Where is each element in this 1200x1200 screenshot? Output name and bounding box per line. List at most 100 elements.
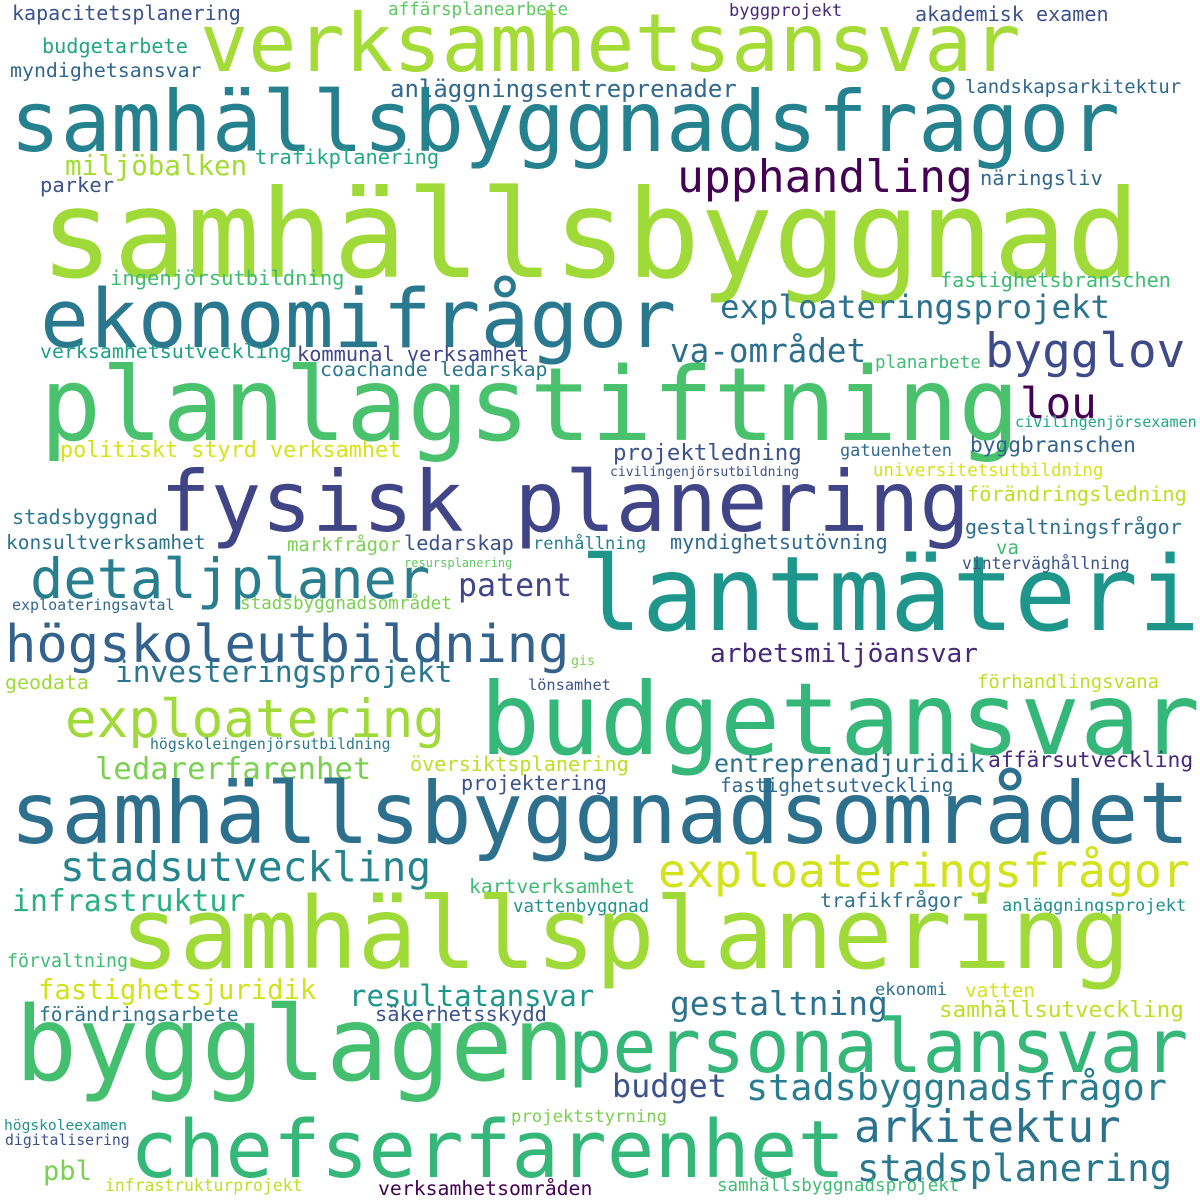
word-detaljplaner: detaljplaner [30, 548, 431, 612]
word-ekonomifragor: ekonomifrågor [40, 273, 677, 367]
word-forandringsledning: förändringsledning [967, 482, 1187, 506]
word-landskapsarkitektur: landskapsarkitektur [965, 76, 1182, 98]
word-digitalisering: digitalisering [5, 1132, 130, 1149]
word-markfragor: markfrågor [287, 534, 401, 556]
word-fastighetsbranschen: fastighetsbranschen [940, 268, 1171, 292]
word-gestaltningsfragor: gestaltningsfrågor [965, 515, 1182, 539]
word-universitetsutbildning: universitetsutbildning [873, 461, 1104, 481]
word-lantmateri: lantmäteri [580, 535, 1200, 655]
word-miljobalken: miljöbalken [65, 150, 248, 182]
word-chefserfarenhet: chefserfarenhet [130, 1103, 846, 1196]
word-stadsbyggnad: stadsbyggnad [12, 505, 158, 529]
word-exploateringsavtal: exploateringsavtal [12, 596, 175, 614]
word-fastighetsutveckling: fastighetsutveckling [720, 774, 954, 797]
word-samhallsbyggnadsfragor: samhällsbyggnadsfrågor [10, 73, 1120, 171]
word-entreprenadjuridik: entreprenadjuridik [714, 749, 985, 778]
word-resultatansvar: resultatansvar [349, 979, 595, 1013]
word-exploatering: exploatering [65, 689, 445, 750]
word-stadsutveckling: stadsutveckling [60, 843, 432, 891]
word-verksamhetsutveckling: verksamhetsutveckling [40, 340, 292, 363]
word-arkitektur: arkitektur [854, 1102, 1121, 1153]
word-coachande-ledarskap: coachande ledarskap [320, 358, 548, 381]
word-personalansvar: personalansvar [568, 1005, 1189, 1090]
word-naringsliv: näringsliv [980, 166, 1103, 190]
word-gestaltning: gestaltning [670, 984, 888, 1023]
word-vattenbyggnad: vattenbyggnad [513, 897, 650, 917]
word-akademisk-examen: akademisk examen [915, 2, 1109, 26]
word-samhallsbyggnadsprojekt: samhällsbyggnadsprojekt [717, 1176, 960, 1196]
word-samhallsutveckling: samhällsutveckling [939, 997, 1184, 1023]
word-oversiktsplanering: översiktsplanering [410, 752, 629, 776]
word-hogskoleutbildning: högskoleutbildning [5, 615, 570, 675]
word-anlaggningsentreprenader: anläggningsentreprenader [390, 75, 737, 103]
word-parker: parker [40, 173, 115, 197]
word-stadsbyggnadsfragor: stadsbyggnadsfrågor [746, 1066, 1167, 1109]
word-projektstyrning: projektstyrning [511, 1107, 668, 1127]
word-kapacitetsplanering: kapacitetsplanering [12, 1, 241, 25]
word-samhallsplanering: samhällsplanering [120, 877, 1131, 992]
word-anlaggningsprojekt: anläggningsprojekt [1002, 896, 1187, 916]
word-myndighetsutovning: myndighetsutövning [670, 530, 888, 554]
word-verksamhetsomraden: verksamhetsområden [378, 1177, 593, 1200]
word-geodata: geodata [5, 671, 89, 694]
word-infrastruktur: infrastruktur [12, 884, 246, 919]
word-civilingenjorsutbildning: civilingenjörsutbildning [610, 465, 800, 480]
word-samhallsbyggnad: samhällsbyggnad [40, 164, 1140, 306]
word-upphandling: upphandling [677, 151, 973, 203]
word-investeringsprojekt: investeringsprojekt [115, 655, 453, 689]
word-stadsplanering: stadsplanering [857, 1146, 1173, 1190]
word-planarbete: planarbete [875, 353, 981, 373]
word-budgetansvar: budgetansvar [480, 661, 1200, 778]
word-myndighetsansvar: myndighetsansvar [10, 59, 202, 82]
word-planlagstiftning: planlagstiftning [40, 346, 1020, 464]
word-budgetarbete: budgetarbete [42, 34, 188, 58]
word-verksamhetsansvar: verksamhetsansvar [200, 0, 1021, 90]
word-budget: budget [612, 1068, 727, 1105]
word-ledarskap: ledarskap [404, 531, 514, 555]
word-stadsbyggnadsomradet: stadsbyggnadsområdet [240, 594, 452, 614]
word-resursplanering: resursplanering [404, 556, 513, 570]
word-bygglov: bygglov [985, 324, 1186, 379]
word-forvaltning: förvaltning [7, 951, 129, 972]
word-va: va [996, 536, 1019, 559]
word-vintervaghallning: vinterväghållning [962, 554, 1130, 573]
word-infrastrukturprojekt: infrastrukturprojekt [105, 1176, 303, 1195]
word-ekonomi: ekonomi [875, 980, 948, 1000]
word-gis: gis [571, 654, 596, 669]
word-civilingenjorsexamen: civilingenjörsexamen [1015, 413, 1197, 431]
word-ingenjorsutbildning: ingenjörsutbildning [110, 266, 345, 290]
word-lonsamhet: lönsamhet [528, 676, 611, 694]
word-kommunal-verksamhet: kommunal verksamhet [297, 342, 529, 366]
word-pbl: pbl [43, 1156, 92, 1187]
word-trafikplanering: trafikplanering [255, 145, 440, 169]
word-konsultverksamhet: konsultverksamhet [6, 531, 206, 554]
word-lou: lou [1020, 380, 1097, 429]
word-va-omradet: va-området [670, 332, 867, 370]
word-affarsutveckling: affärsutveckling [988, 748, 1194, 773]
word-bygglagen: bygglagen [15, 985, 575, 1105]
word-samhallsbyggnadsomradet: samhällsbyggnadsområdet [10, 765, 1190, 864]
word-kartverksamhet: kartverksamhet [469, 875, 635, 898]
word-fastighetsjuridik: fastighetsjuridik [38, 975, 317, 1006]
word-trafikfragor: trafikfrågor [820, 889, 963, 912]
word-fysisk-planering: fysisk planering [160, 453, 971, 551]
word-hogskoleexamen: högskoleexamen [4, 1117, 128, 1134]
word-projektledning: projektledning [613, 440, 802, 466]
word-patent: patent [458, 568, 573, 604]
word-forandringsarbete: förändringsarbete [39, 1003, 239, 1026]
word-gatuenheten: gatuenheten [840, 440, 952, 460]
word-byggbranschen: byggbranschen [970, 432, 1136, 457]
word-ledarerfarenhet: ledarerfarenhet [95, 752, 372, 787]
word-politiskt-styrd-verksamhet: politiskt styrd verksamhet [60, 438, 402, 463]
word-exploateringsfragor: exploateringsfrågor [658, 844, 1190, 898]
word-arbetsmiljoansvar: arbetsmiljöansvar [710, 639, 979, 669]
word-byggprojekt: byggprojekt [729, 1, 843, 21]
word-forhandlingsvana: förhandlingsvana [977, 671, 1159, 693]
word-hogskoleingenjorsutbildning: högskoleingenjörsutbildning [150, 736, 391, 753]
word-affarsplanearbete: affärsplanearbete [388, 0, 569, 20]
word-renhallning: renhållning [533, 534, 647, 554]
word-vatten: vatten [965, 979, 1036, 1002]
word-exploateringsprojekt: exploateringsprojekt [720, 288, 1111, 326]
word-projektering: projektering [461, 771, 607, 795]
